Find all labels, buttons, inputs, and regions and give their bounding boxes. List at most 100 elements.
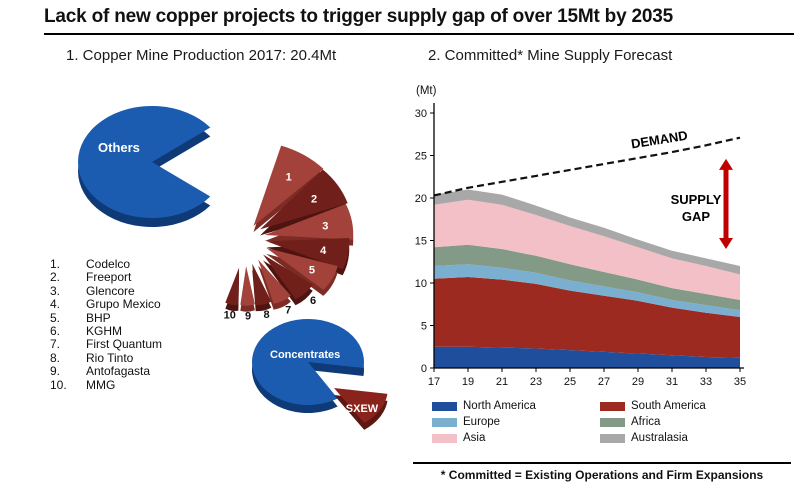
- x-tick-label: 31: [666, 376, 678, 388]
- company-rank: 1.: [50, 257, 61, 271]
- pie-slice-number: 9: [245, 310, 251, 322]
- company-name: Grupo Mexico: [86, 297, 161, 312]
- list-item: 8. Rio Tinto: [50, 350, 162, 365]
- area-series-south-america: [434, 277, 740, 358]
- arrow-head-down: [719, 238, 733, 249]
- sxew-pie-slice: [334, 388, 388, 423]
- producer-ranking-list: 1. Codelco 2. Freeport 3. Glencore 4. Grupo Mex…: [50, 257, 163, 392]
- pie-slice-number: 4: [320, 245, 327, 257]
- company-rank: 4.: [50, 297, 61, 312]
- list-item: 9. Antofagasta: [50, 364, 162, 379]
- pie-slice-number: 3: [322, 221, 328, 233]
- legend-swatch: [432, 401, 457, 411]
- arrow-head-up: [719, 158, 733, 170]
- y-tick-label: 10: [415, 278, 427, 290]
- pie-slice-kghm: [263, 254, 313, 300]
- pie-slice-number: 7: [285, 304, 291, 316]
- legend-label: Asia: [463, 432, 486, 444]
- company-name: BHP: [86, 310, 111, 325]
- legend-swatch: [600, 401, 625, 411]
- x-tick-label: 35: [734, 376, 746, 388]
- company-rank: 5.: [50, 310, 61, 325]
- legend-item-australasia: Australasia: [600, 430, 768, 446]
- company-rank: 6.: [50, 324, 61, 339]
- pie-slice-number: 10: [224, 309, 236, 321]
- pie-slice-freeport: [260, 169, 348, 230]
- pie-slice-bhp: [266, 247, 338, 290]
- list-item: 7. First Quantum: [50, 337, 163, 352]
- supply-gap-label: SUPPLY: [671, 192, 722, 207]
- x-tick-label: 29: [632, 376, 644, 388]
- list-item: 1. Codelco: [50, 257, 162, 271]
- list-item: 3. Glencore: [50, 283, 162, 298]
- list-item: 5. BHP: [50, 310, 162, 325]
- pie-slice-number: 5: [309, 264, 315, 276]
- unit-label: (Mt): [416, 85, 437, 97]
- company-rank: 7.: [50, 337, 61, 352]
- y-tick-label: 25: [415, 151, 427, 163]
- company-name: Glencore: [86, 283, 135, 298]
- company-name: KGHM: [86, 324, 122, 339]
- legend-item-north-america: North America: [432, 398, 600, 414]
- legend-item-europe: Europe: [432, 414, 600, 430]
- legend-swatch: [432, 433, 457, 443]
- y-tick-label: 15: [415, 236, 427, 248]
- company-name: Antofagasta: [86, 364, 151, 379]
- others-label: Others: [98, 140, 140, 155]
- pie-slice-number: 1: [286, 171, 292, 183]
- legend-label: Europe: [463, 416, 501, 428]
- area-series-europe: [434, 264, 740, 317]
- legend-label: North America: [463, 400, 536, 412]
- pie-slice-first-quantum: [258, 259, 291, 304]
- x-tick-label: 19: [462, 376, 474, 388]
- company-rank: 9.: [50, 364, 61, 379]
- company-rank: 2.: [50, 270, 61, 285]
- pie-slice-mmg: [225, 267, 240, 305]
- supply-gap-label-line2: GAP: [682, 209, 711, 224]
- footnote: * Committed = Existing Operations and Fi…: [440, 468, 764, 482]
- area-series-asia: [434, 199, 740, 300]
- right-chart-heading: 2. Committed* Mine Supply Forecast: [428, 47, 673, 64]
- y-tick-label: 0: [421, 363, 427, 375]
- pie-slice-antofagasta: [240, 266, 255, 306]
- concentrates-pie-slice: [252, 319, 364, 405]
- list-item: 6. KGHM: [50, 324, 162, 339]
- others-pie-slice: [78, 106, 211, 218]
- area-series-north-america: [434, 346, 740, 368]
- legend-item-asia: Asia: [432, 430, 600, 446]
- legend-label: Africa: [631, 416, 661, 428]
- demand-label: DEMAND: [630, 128, 689, 152]
- company-rank: 3.: [50, 283, 61, 298]
- legend-swatch: [432, 417, 457, 427]
- x-tick-label: 33: [700, 376, 712, 388]
- legend-swatch: [600, 433, 625, 443]
- legend-item-africa: Africa: [600, 414, 768, 430]
- company-name: Rio Tinto: [86, 350, 134, 365]
- pie-slice-number: 6: [310, 295, 316, 307]
- area-series-australasia: [434, 189, 740, 275]
- area-series-africa: [434, 244, 740, 311]
- list-item: 4. Grupo Mexico: [50, 297, 162, 312]
- legend-item-south-america: South America: [600, 398, 768, 414]
- sxew-label: SXEW: [346, 403, 379, 415]
- company-name: MMG: [86, 377, 116, 392]
- pie-slice-number: 8: [263, 309, 269, 321]
- x-tick-label: 25: [564, 376, 576, 388]
- x-tick-label: 17: [428, 376, 440, 388]
- demand-line: [433, 136, 741, 197]
- company-name: Codelco: [86, 257, 131, 271]
- chart-legend: North America Europe Asia South America Afri…: [432, 398, 768, 446]
- list-item: 2. Freeport: [50, 270, 162, 285]
- x-tick-label: 27: [598, 376, 610, 388]
- company-name: Freeport: [86, 270, 132, 285]
- company-rank: 10.: [50, 377, 67, 392]
- company-name: First Quantum: [86, 337, 163, 352]
- footnote-divider: [413, 462, 791, 464]
- company-rank: 8.: [50, 350, 61, 365]
- list-item: 10. MMG: [50, 377, 162, 392]
- pie-slice-grupo-mexico: [266, 238, 350, 270]
- left-chart-heading: 1. Copper Mine Production 2017: 20.4Mt: [66, 47, 337, 64]
- y-tick-label: 20: [415, 193, 427, 205]
- supply-forecast-chart: 0 5 10 15 20 25 30 17 19 21 23 25 27 29 31 33 35 (Mt) DEMA…: [415, 85, 746, 388]
